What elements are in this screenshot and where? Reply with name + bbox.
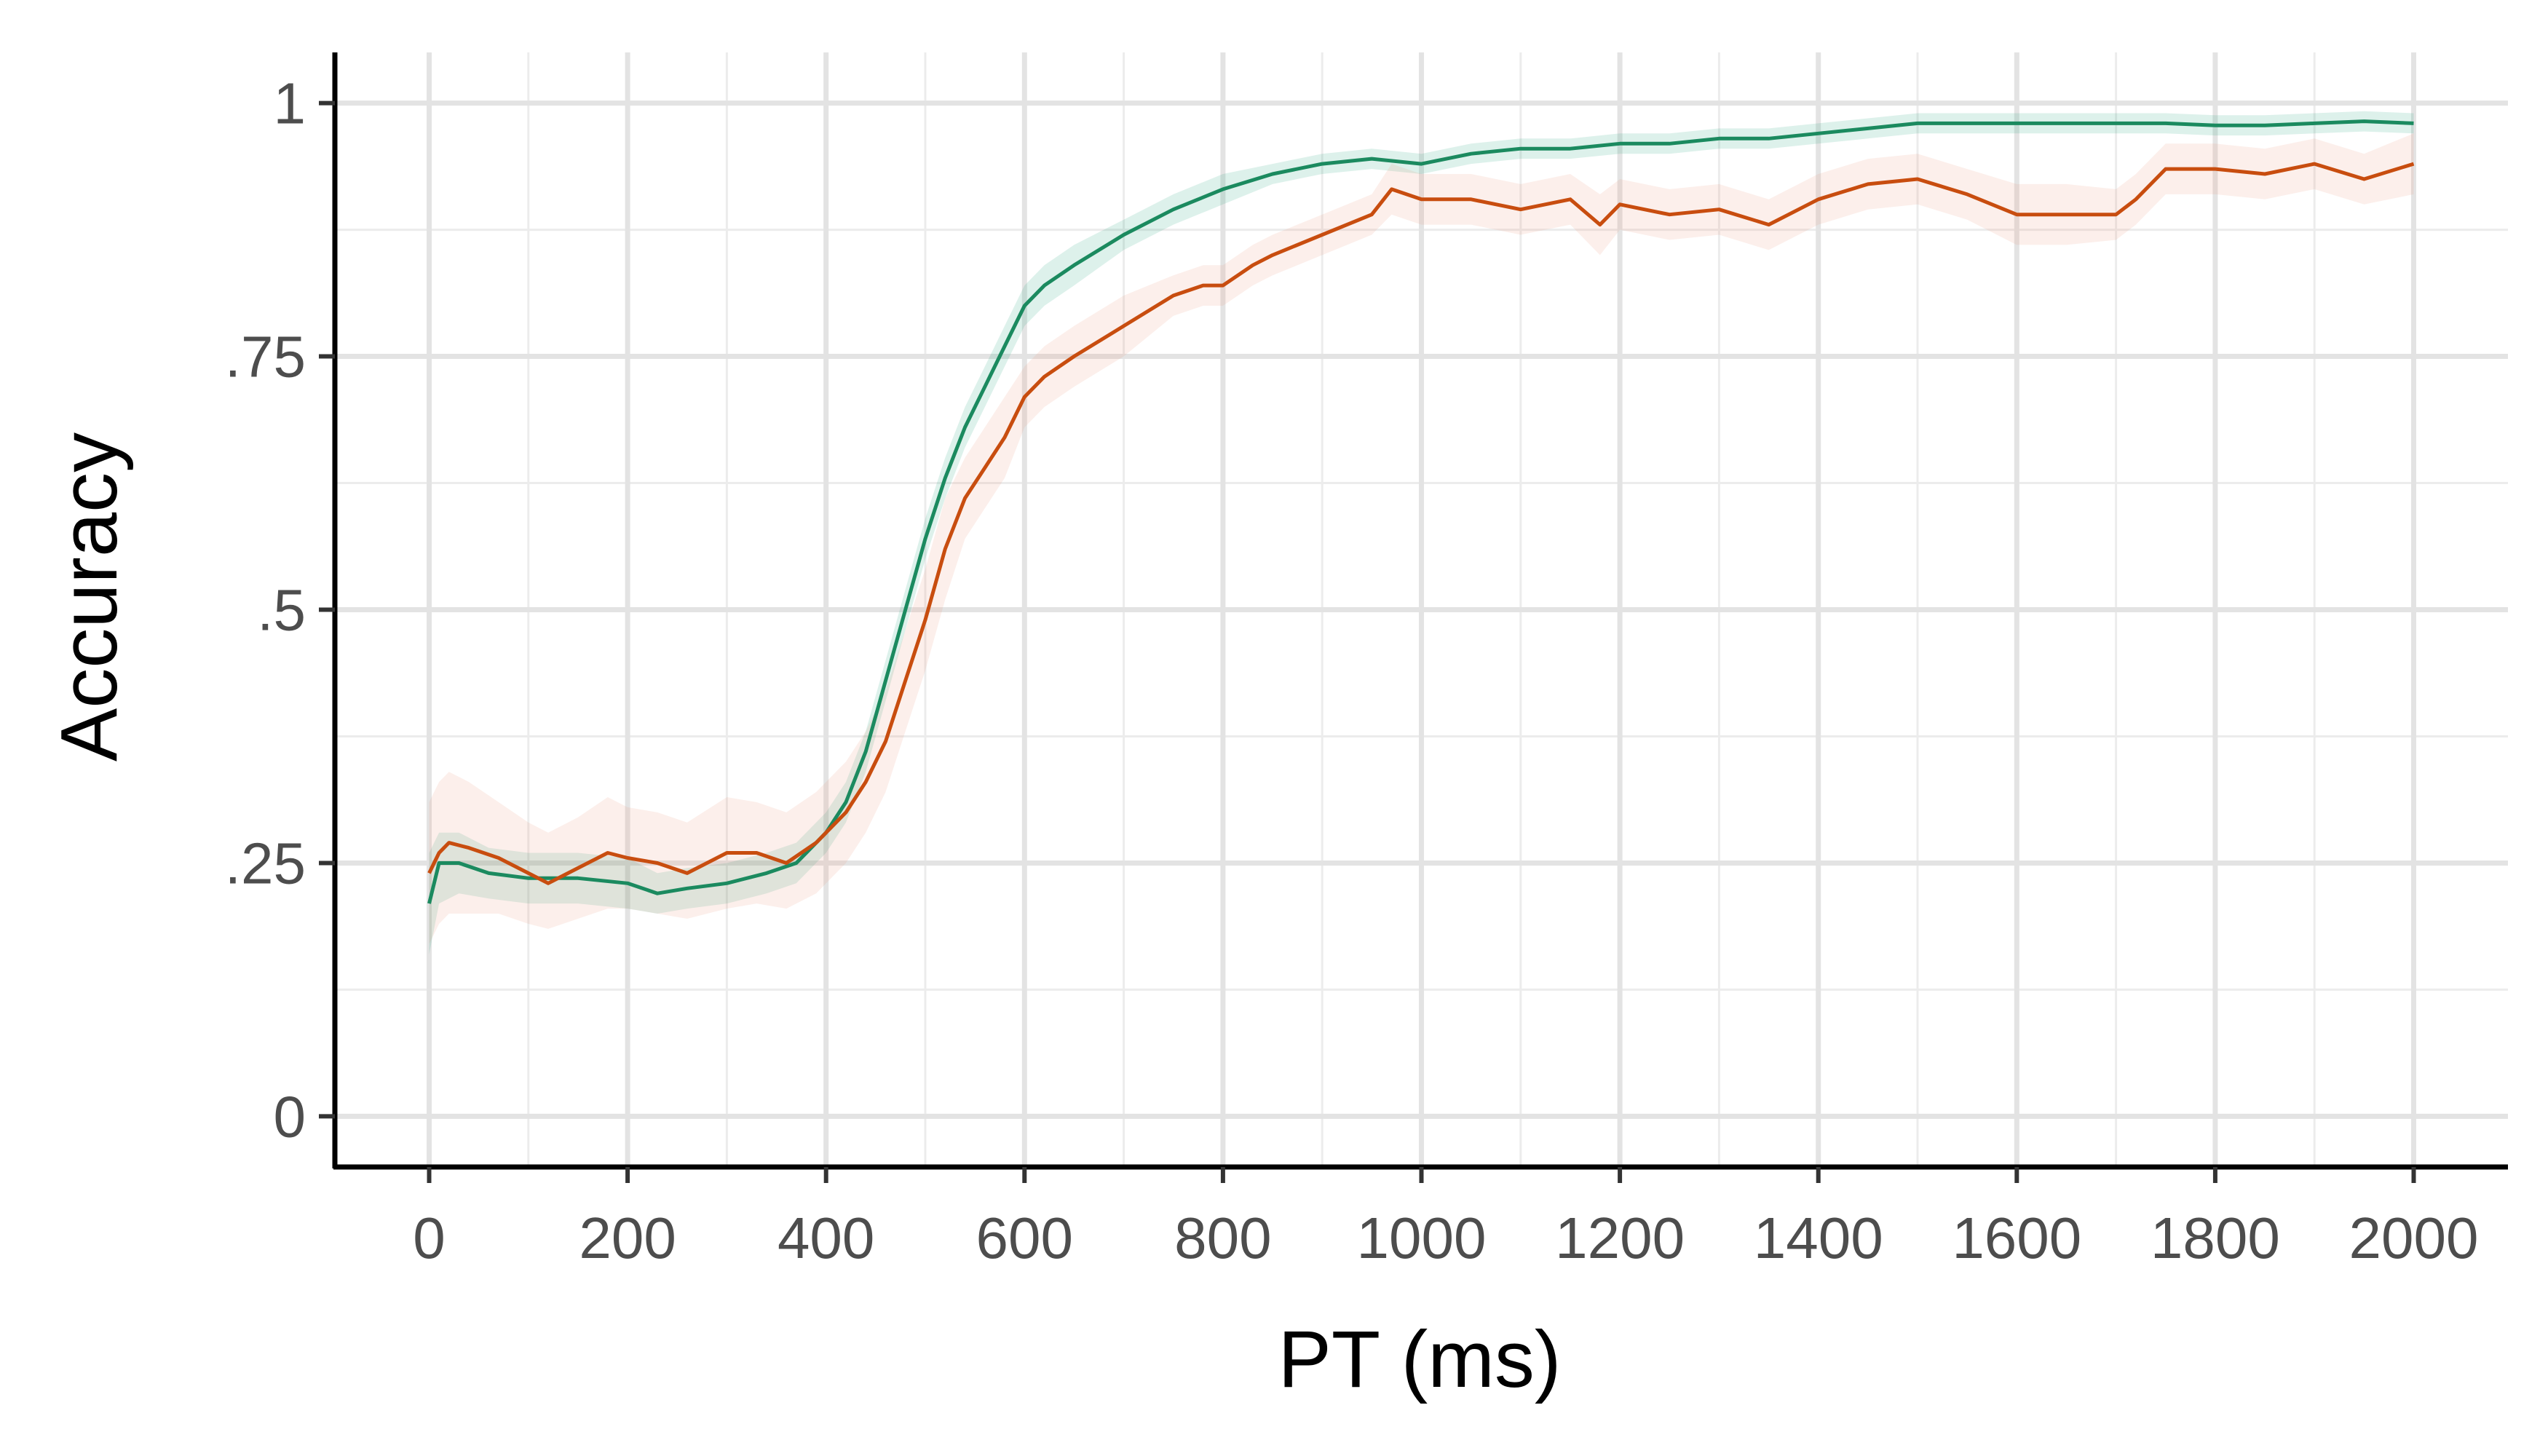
x-tick-label: 200 [579,1206,676,1270]
x-tick-label: 600 [976,1206,1073,1270]
tick-labels: 0 200 400 600 800 1000 1200 1400 1600 1800 2000 0 .2… [225,71,2479,1270]
x-tick-label: 1800 [2151,1206,2280,1270]
x-tick-label: 800 [1174,1206,1271,1270]
series-lines [427,119,2415,904]
x-tick-label: 400 [778,1206,874,1270]
x-tick-label: 1000 [1357,1206,1487,1270]
x-tick-label: 1600 [1952,1206,2081,1270]
x-tick-label: 1200 [1555,1206,1685,1270]
x-tick-label: 1400 [1754,1206,1883,1270]
band-green [429,111,2414,954]
y-tick-label: .5 [257,578,306,643]
axes [319,52,2508,1183]
y-tick-label: .25 [225,831,306,895]
band-orange [429,133,2414,944]
x-tick-label: 0 [413,1206,446,1270]
y-axis-title: Accuracy [44,432,134,761]
confidence-bands [429,111,2414,954]
series-line-orange [427,162,2415,885]
x-axis-title: PT (ms) [1278,1315,1561,1404]
y-tick-label: .75 [225,325,306,389]
y-tick-label: 1 [274,71,306,136]
grid [335,52,2508,1167]
y-tick-label: 0 [274,1084,306,1149]
x-tick-label: 2000 [2349,1206,2479,1270]
series-line-green [427,119,2414,904]
